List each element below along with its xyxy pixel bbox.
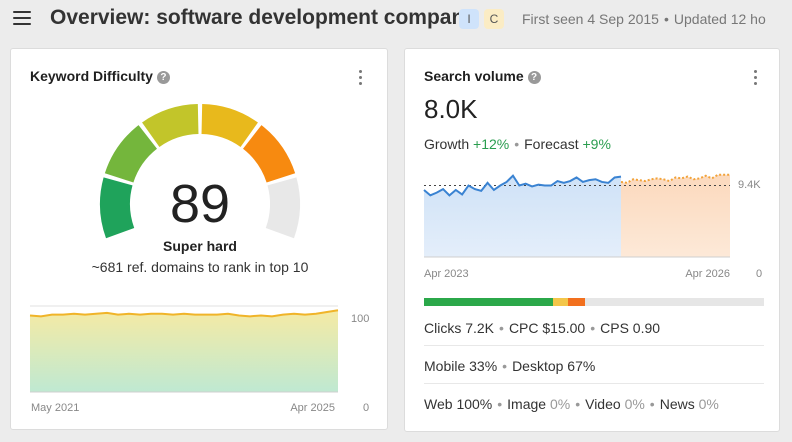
gauge-segment: [265, 177, 300, 239]
page-title: Overview: software development company: [50, 6, 476, 29]
serp-video-label: Video: [585, 396, 621, 412]
serp-web-label: Web: [424, 396, 453, 412]
updated-time: Updated 12 ho: [673, 11, 766, 27]
forecast-value: +9%: [582, 136, 611, 152]
gauge-segment: [100, 177, 135, 239]
separator: •: [502, 358, 508, 374]
intent-segment: [424, 298, 554, 306]
help-icon[interactable]: ?: [156, 71, 170, 84]
separator: •: [590, 320, 596, 336]
chart-x-start: Apr 2023: [424, 268, 469, 280]
forecast-area: [621, 174, 730, 257]
serp-image-value: 0%: [549, 396, 571, 412]
trend-y-min: 0: [363, 402, 369, 414]
keyword-difficulty-title: Keyword Difficulty?: [30, 68, 170, 84]
growth-forecast-row: Growth +12% • Forecast +9%: [424, 136, 611, 152]
trend-x-start: May 2021: [31, 402, 79, 414]
serp-video-value: 0%: [624, 396, 645, 412]
meta-separator: •: [663, 11, 669, 27]
divider: [424, 345, 764, 346]
separator: •: [575, 396, 581, 412]
chart-x-end: Apr 2026: [685, 268, 730, 280]
search-volume-card: Search volume? 8.0K Growth +12% • Forecast…: [404, 48, 780, 432]
gauge-segment: [243, 125, 296, 183]
growth-label: Growth: [424, 136, 470, 152]
serp-web-value: 100%: [456, 396, 493, 412]
help-icon[interactable]: ?: [527, 71, 541, 84]
intent-segment: [553, 298, 569, 306]
growth-value: +12%: [473, 136, 510, 152]
first-seen: First seen 4 Sep 2015: [522, 11, 659, 27]
metrics-row: Clicks 7.2K • CPC $15.00 • CPS 0.90: [424, 320, 660, 336]
cpc-stat: CPC $15.00: [508, 320, 586, 336]
gauge-segment: [104, 125, 157, 183]
serp-news-value: 0%: [698, 396, 719, 412]
clicks-stat: Clicks 7.2K: [424, 320, 495, 336]
gauge-segment: [201, 104, 258, 147]
keyword-meta: First seen 4 Sep 2015 • Updated 12 ho: [522, 11, 766, 27]
search-volume-chart: Apr 2023 Apr 2026 9.4K 0: [423, 173, 762, 280]
intent-badge-commercial[interactable]: C: [484, 9, 504, 29]
difficulty-score: 89: [169, 174, 231, 234]
trend-area: [30, 310, 338, 392]
history-line: [423, 174, 622, 197]
keyword-difficulty-title-text: Keyword Difficulty: [30, 68, 153, 84]
serp-news-label: News: [659, 396, 695, 412]
serp-image-label: Image: [507, 396, 547, 412]
chart-y-min: 0: [756, 268, 762, 280]
gauge-segment: [142, 104, 199, 147]
difficulty-label: Super hard: [163, 238, 237, 254]
difficulty-trend-chart: May 2021 Apr 2025 100 0: [29, 305, 369, 414]
intent-badge-informational[interactable]: I: [459, 9, 479, 29]
cps-stat: CPS 0.90: [600, 320, 661, 336]
menu-icon[interactable]: [13, 11, 31, 25]
search-volume-value: 8.0K: [424, 94, 478, 124]
search-volume-title: Search volume?: [424, 68, 541, 84]
mobile-share: Mobile 33%: [424, 358, 498, 374]
history-area: [424, 175, 621, 257]
trend-y-max: 100: [351, 313, 369, 325]
top-bar: Overview: software development company I…: [0, 0, 792, 38]
desktop-share: Desktop 67%: [512, 358, 596, 374]
difficulty-gauge: [100, 104, 300, 239]
keyword-difficulty-card: Keyword Difficulty? 89 Super hard ~681 r…: [10, 48, 388, 430]
forecast-label: Forecast: [524, 136, 579, 152]
more-options-icon[interactable]: [752, 70, 758, 86]
trend-x-end: Apr 2025: [290, 402, 335, 414]
trend-line: [29, 309, 339, 318]
intent-segment: [585, 298, 764, 306]
separator: •: [499, 320, 504, 336]
separator: •: [514, 136, 520, 152]
more-options-icon[interactable]: [357, 70, 363, 86]
ref-domains-note: ~681 ref. domains to rank in top 10: [91, 259, 309, 275]
separator: •: [649, 396, 655, 412]
devices-row: Mobile 33% • Desktop 67%: [424, 358, 595, 374]
intent-segment: [568, 298, 586, 306]
forecast-line: [620, 173, 730, 184]
search-volume-title-text: Search volume: [424, 68, 524, 84]
serp-types-row: Web 100% • Image 0% • Video 0% • News 0%: [424, 396, 719, 412]
separator: •: [497, 396, 503, 412]
intent-distribution-bar: [424, 298, 764, 306]
divider: [424, 383, 764, 384]
chart-y-max: 9.4K: [738, 179, 761, 191]
